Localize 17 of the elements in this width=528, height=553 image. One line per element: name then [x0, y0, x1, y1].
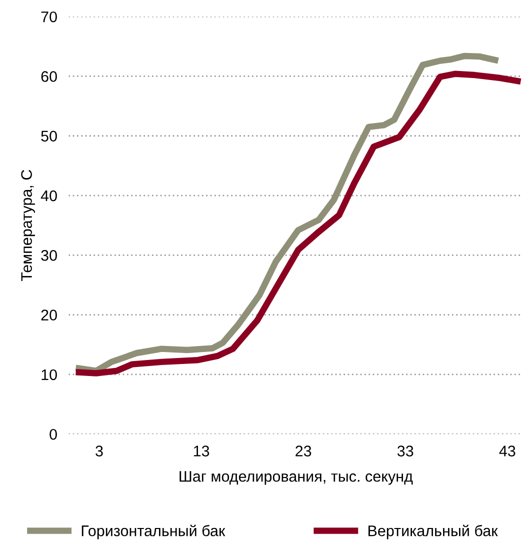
- x-axis-title: Шаг моделирования, тыс. секунд: [180, 471, 413, 485]
- legend-label: Горизонтальный бак: [82, 524, 226, 540]
- y-tick-label: 40: [40, 190, 57, 202]
- y-axis-title: Температура, С: [21, 170, 35, 282]
- y-tick-label: 10: [42, 369, 57, 380]
- y-tick-label: 70: [41, 11, 57, 22]
- x-tick-label: 33: [397, 446, 414, 456]
- y-tick-label: 20: [41, 310, 57, 320]
- x-tick-label: 23: [296, 446, 312, 456]
- x-tick-label: 3: [96, 446, 103, 456]
- y-tick-label: 0: [50, 428, 57, 440]
- y-tick-label: 50: [41, 130, 57, 142]
- legend-label: Вертикальный бак: [368, 524, 498, 540]
- y-tick-label: 30: [41, 250, 57, 261]
- x-tick-label: 13: [194, 446, 210, 456]
- x-tick-label: 43: [499, 446, 516, 456]
- y-tick-label: 60: [41, 71, 57, 82]
